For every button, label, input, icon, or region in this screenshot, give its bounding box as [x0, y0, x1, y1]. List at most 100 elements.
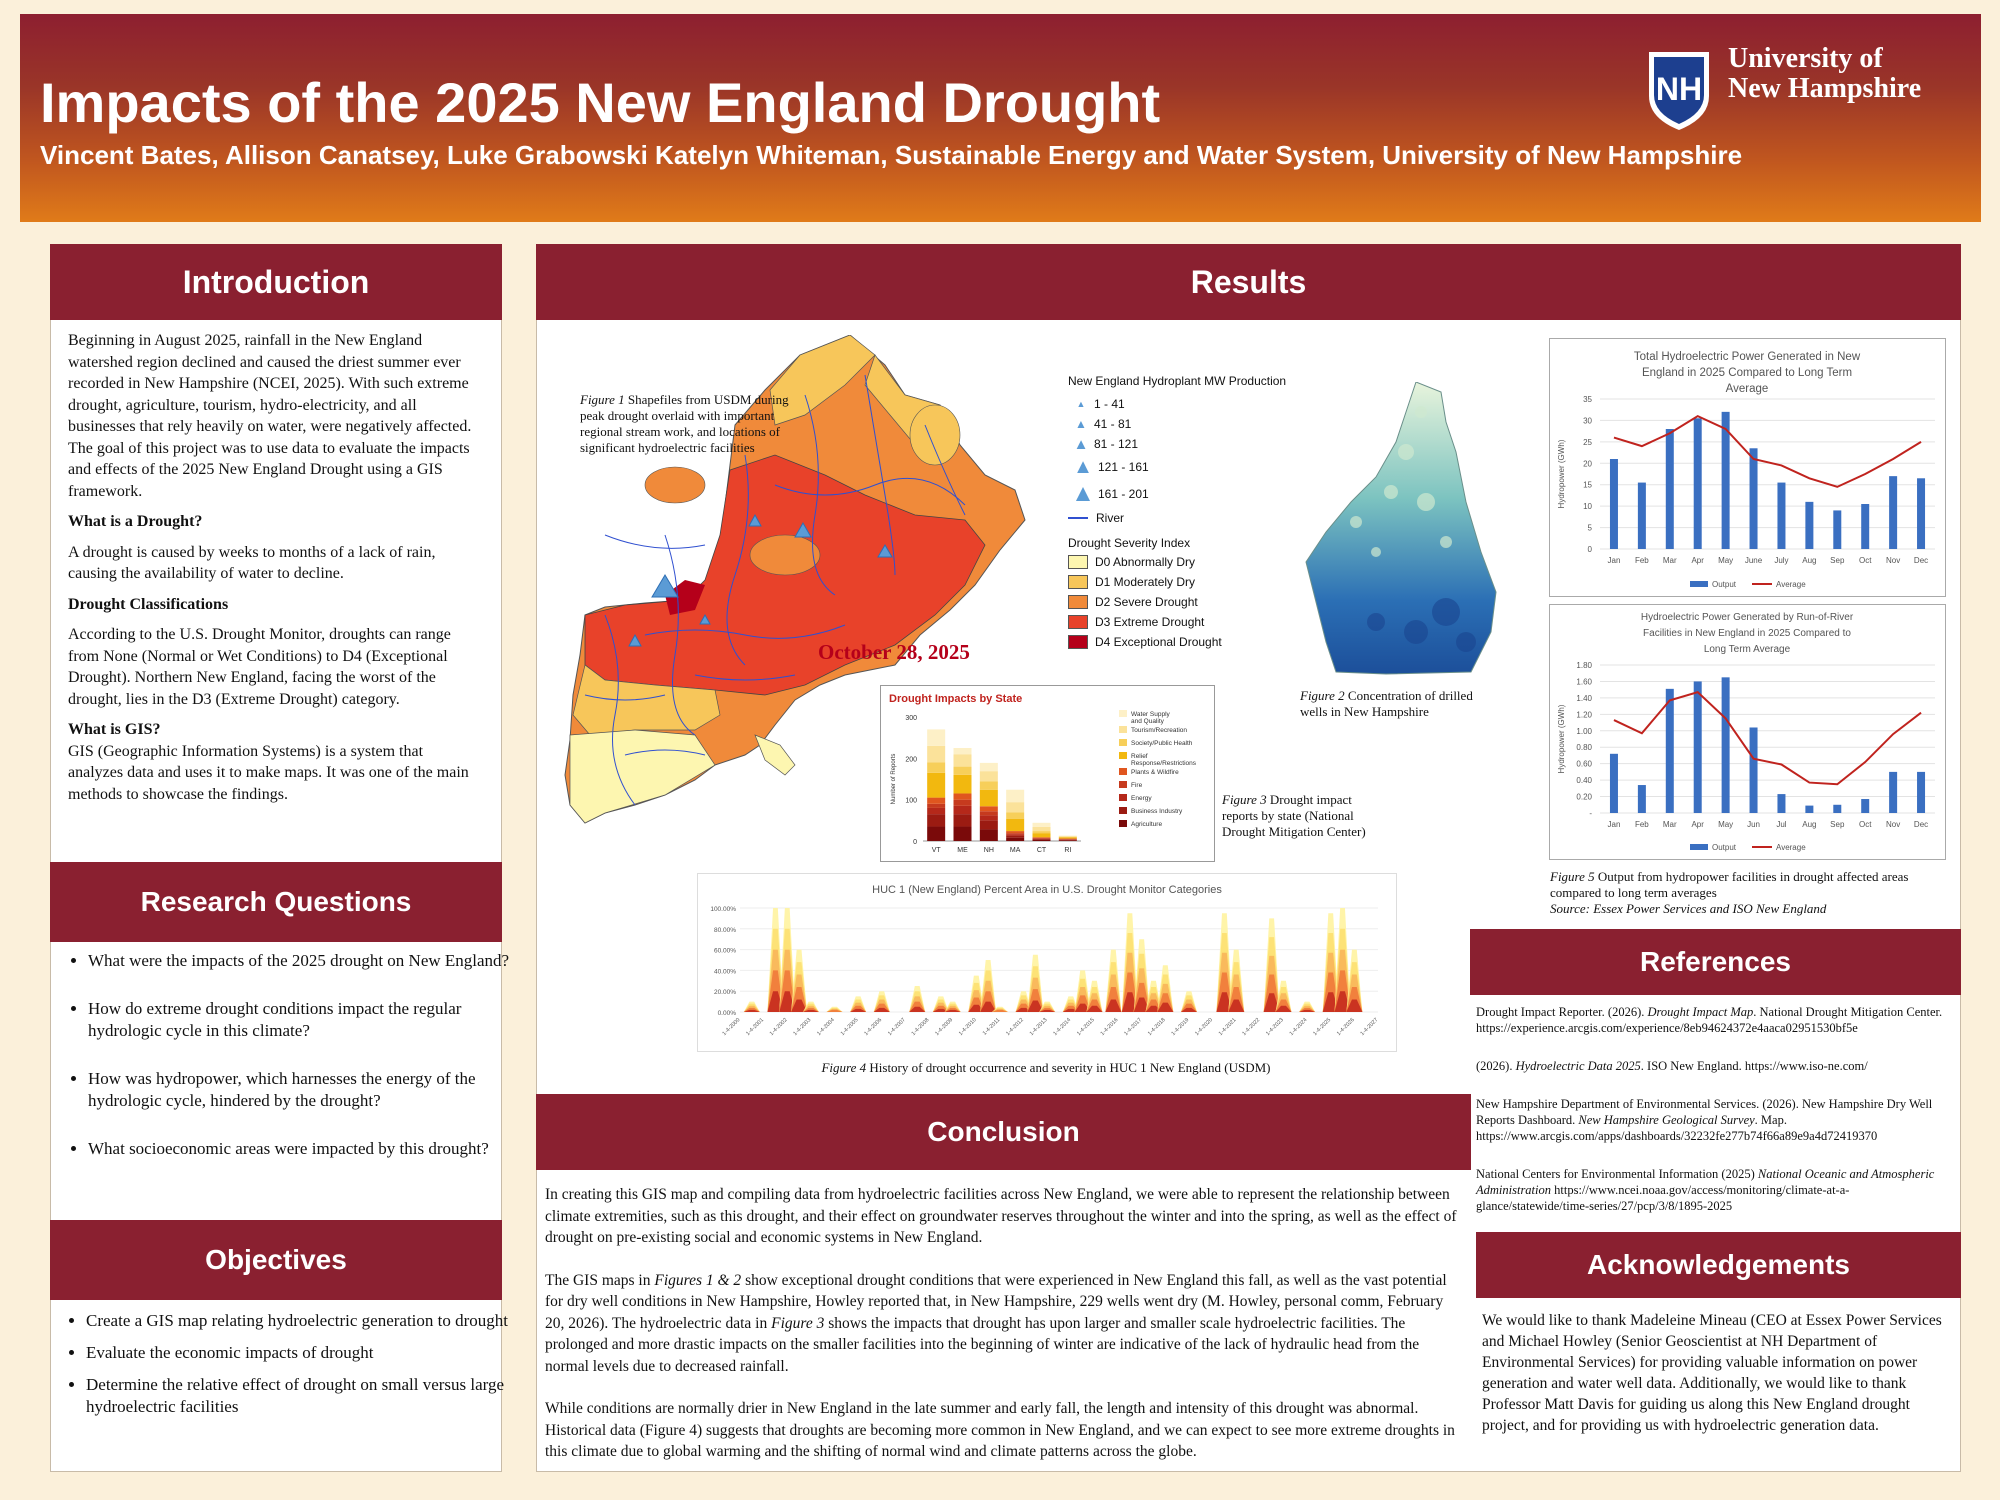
results-heading: Results [536, 244, 1961, 320]
nh-outline [1305, 382, 1497, 675]
objective-item: Create a GIS map relating hydroelectric … [86, 1310, 534, 1332]
x-tick-label: Feb [1635, 820, 1649, 829]
y-tick-label: 10 [1583, 502, 1592, 511]
x-tick-label: Mar [1663, 820, 1677, 829]
legend-mw-title: New England Hydroplant MW Production [1068, 374, 1287, 388]
objectives-list: Create a GIS map relating hydroelectric … [50, 1310, 534, 1428]
legend-mw-item: 41 - 81 [1094, 417, 1132, 431]
x-tick-label: 1-4-2020 [1194, 1017, 1214, 1037]
research-questions-list: What were the impacts of the 2025 drough… [52, 950, 536, 1186]
output-bar [1721, 411, 1730, 549]
reference-text: National Centers for Environmental Infor… [1476, 1167, 1758, 1181]
impact-bar-segment [1006, 789, 1025, 803]
output-bar [1777, 794, 1786, 813]
intro-paragraph-2: A drought is caused by weeks to months o… [68, 543, 436, 583]
poster-header [20, 14, 1981, 222]
drought-area-spike [802, 1009, 819, 1012]
impact-bar-segment [1032, 838, 1051, 840]
output-bar [1917, 771, 1926, 813]
output-bar [1665, 688, 1674, 813]
drought-area-spike [1299, 1009, 1316, 1012]
legend-label: Plants & Wildfire [1131, 769, 1179, 776]
conclusion-heading: Conclusion [536, 1094, 1471, 1170]
triangle-icon: ▲ [1073, 435, 1089, 453]
y-tick-label: 20.00% [714, 989, 736, 996]
impact-bar-segment [953, 793, 972, 800]
map-d2-pocket [749, 534, 821, 576]
reference-text: (2026). [1476, 1059, 1516, 1073]
legend-mw-item: 1 - 41 [1094, 397, 1125, 411]
impact-bar-segment [979, 762, 998, 772]
x-tick-label: May [1718, 820, 1733, 829]
x-tick-label: 1-4-2014 [1052, 1017, 1072, 1037]
x-tick-label: Jan [1608, 556, 1621, 565]
impact-bar-segment [1006, 837, 1025, 841]
output-bar [1637, 785, 1646, 813]
acknowledgements-body: We would like to thank Madeleine Mineau … [1482, 1312, 1942, 1434]
drought-area-spike [743, 1009, 760, 1012]
legend-river: River [1096, 511, 1125, 525]
reference-text: Drought Impact Reporter. (2026). [1476, 1005, 1648, 1019]
figure-4-caption-text: History of drought occurrence and severi… [866, 1060, 1271, 1075]
drought-area-spike [968, 1004, 985, 1012]
impact-bar-segment [927, 729, 946, 746]
chart-title: Long Term Average [1704, 644, 1791, 655]
conclusion-body: In creating this GIS map and compiling d… [545, 1184, 1465, 1472]
conclusion-p2-text: show exceptional drought conditions that… [545, 1271, 1447, 1332]
legend-swatch [1690, 581, 1708, 587]
drought-area-spike [1228, 999, 1245, 1012]
x-tick-label: Nov [1886, 556, 1900, 565]
x-tick-label: 1-4-2016 [1100, 1017, 1120, 1037]
x-tick-label: Oct [1859, 820, 1872, 829]
y-axis-label: Hydropower (GWh) [1557, 439, 1566, 508]
figure-2-caption: Figure 2 Concentration of drilled wells … [1300, 688, 1500, 720]
output-bar [1833, 510, 1842, 549]
reference-title: Drought Impact Map [1647, 1005, 1754, 1019]
y-tick-label: 35 [1583, 395, 1592, 404]
unh-wordmark-line1: University of [1728, 43, 1883, 74]
x-tick-label: Jul [1776, 820, 1786, 829]
x-tick-label: CT [1037, 847, 1047, 854]
impact-bar-segment [1006, 818, 1025, 832]
x-tick-label: Mar [1663, 556, 1677, 565]
reference-text: . ISO New England. https://www.iso-ne.co… [1640, 1059, 1868, 1073]
legend-label: and Quality [1131, 718, 1165, 725]
drought-area-spike [1275, 1005, 1292, 1012]
map-southern-d0 [569, 729, 716, 824]
unh-wordmark: University of New Hampshire [1728, 44, 1921, 104]
impact-bar-segment [1006, 833, 1025, 835]
x-tick-label: Nov [1886, 820, 1900, 829]
drought-area-spike [850, 1008, 867, 1012]
x-tick-label: 1-4-2024 [1289, 1017, 1309, 1037]
impact-bar-segment [1032, 833, 1051, 838]
unh-wordmark-line2: New Hampshire [1728, 73, 1922, 104]
legend-swatch [1119, 710, 1127, 717]
x-tick-label: Dec [1914, 556, 1928, 565]
impact-bar-segment [927, 803, 946, 808]
total-hydro-chart: Total Hydroelectric Power Generated in N… [1549, 338, 1946, 597]
x-tick-label: 1-4-2008 [911, 1017, 931, 1037]
triangle-icon: ▲ [1076, 399, 1086, 409]
output-bar [1609, 459, 1618, 549]
research-questions-heading: Research Questions [50, 862, 502, 942]
x-tick-label: 1-4-2013 [1029, 1017, 1049, 1037]
y-tick-label: 0.60 [1576, 760, 1592, 769]
legend-dsi-item: D1 Moderately Dry [1095, 575, 1196, 589]
impact-bar-segment [953, 754, 972, 767]
output-bar [1693, 681, 1702, 813]
conclusion-p2-fig3: Figure 3 [771, 1314, 825, 1332]
reference-text: New Hampshire Department of Environmenta… [1476, 1097, 1933, 1127]
y-tick-label: 300 [905, 715, 917, 722]
drought-area-spike [980, 1001, 997, 1012]
chart-title: Drought Impacts by State [889, 693, 1022, 705]
unh-shield-icon: NH [1649, 52, 1709, 130]
map-cape-cod [754, 734, 796, 776]
references-heading: References [1470, 929, 1961, 995]
x-tick-label: 1-4-2018 [1147, 1017, 1167, 1037]
conclusion-paragraph-1: In creating this GIS map and compiling d… [545, 1186, 1457, 1246]
reference-item: New Hampshire Department of Environmenta… [1476, 1096, 1956, 1144]
nh-wells-map-figure [1305, 382, 1497, 675]
y-axis-label: Hydropower (GWh) [1557, 704, 1566, 773]
output-bar [1721, 677, 1730, 813]
x-tick-label: 1-4-2011 [982, 1017, 1002, 1037]
